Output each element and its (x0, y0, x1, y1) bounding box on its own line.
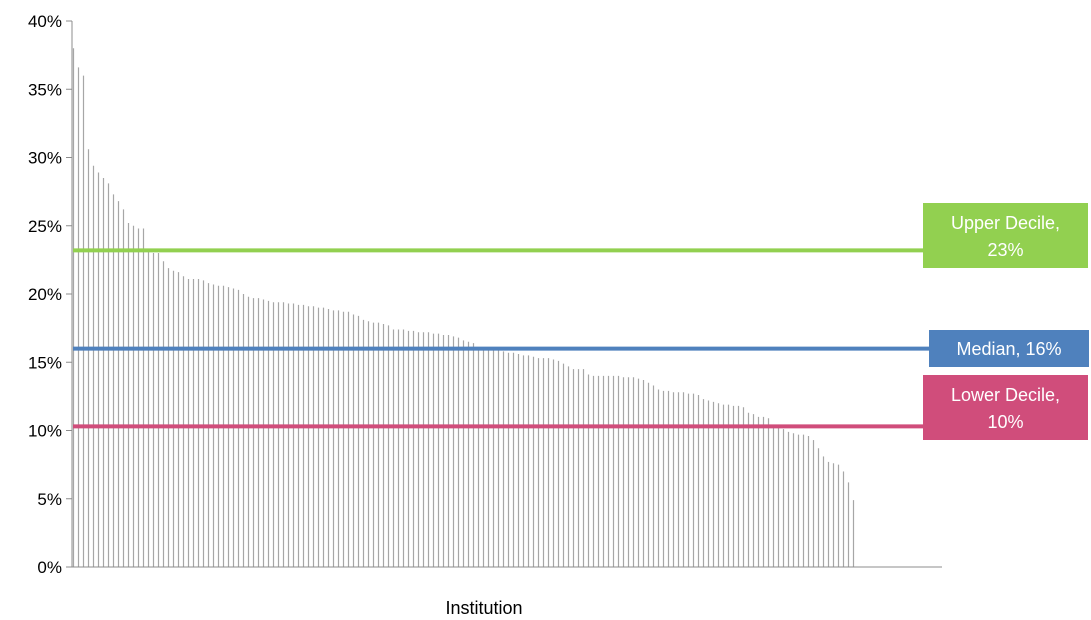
reference-label-line1: Median, 16% (956, 339, 1061, 359)
y-tick-label: 35% (28, 80, 62, 99)
y-tick-label: 5% (37, 490, 62, 509)
y-tick-label: 15% (28, 353, 62, 372)
y-tick-label: 10% (28, 422, 62, 441)
reference-line-group: Lower Decile, 10% (73, 375, 1088, 440)
bar-group (72, 48, 855, 567)
reference-label-line1: Lower Decile, (951, 385, 1060, 405)
reference-label-box (923, 203, 1088, 268)
y-tick-label: 20% (28, 285, 62, 304)
y-tick-label: 0% (37, 558, 62, 577)
y-axis-ticks: 0% 5% 10% 15% 20% 25% 30% 35% 40% (28, 12, 72, 577)
reference-label-box (929, 330, 1089, 367)
reference-label-line1: Upper Decile, (951, 213, 1060, 233)
axes: 0% 5% 10% 15% 20% 25% 30% 35% 40% (28, 12, 942, 577)
reference-label-line2: 10% (987, 412, 1023, 432)
reference-line-group: Upper Decile, 23% (73, 203, 1088, 268)
reference-label-box (923, 375, 1088, 440)
y-tick-label: 30% (28, 149, 62, 168)
reference-line-group: Median, 16% (73, 330, 1089, 367)
x-axis-title: Institution (445, 598, 522, 618)
reference-lines: Upper Decile, 23% Median, 16% Lower Decile,… (73, 203, 1089, 440)
y-tick-label: 40% (28, 12, 62, 31)
reference-label-line2: 23% (987, 240, 1023, 260)
y-tick-label: 25% (28, 217, 62, 236)
